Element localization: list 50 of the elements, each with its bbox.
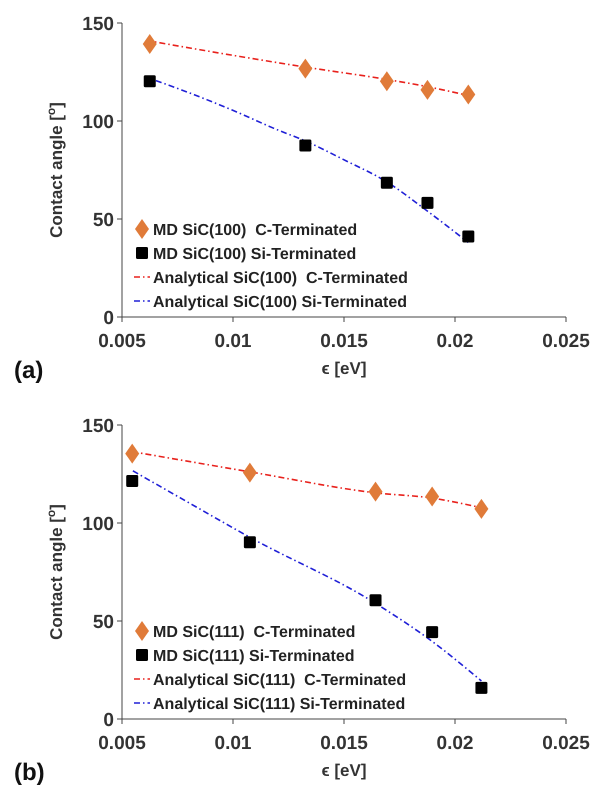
point: [244, 536, 256, 548]
point: [144, 75, 156, 88]
x-tick-label: 0.025: [542, 331, 590, 352]
y-tick-label: 150: [82, 14, 114, 35]
legend-label: Analytical SiC(111) Si-Terminated: [153, 696, 406, 713]
point: [475, 682, 488, 694]
point: [426, 626, 438, 638]
point: [461, 84, 476, 105]
x-tick-label: 0.02: [436, 733, 474, 754]
y-tick-label: 150: [82, 416, 114, 437]
point: [380, 71, 394, 92]
y-tick-label: 50: [92, 210, 114, 231]
y-tick-label: 50: [92, 612, 114, 633]
x-axis-title: ϵ [eV]: [322, 761, 366, 780]
point: [380, 176, 393, 189]
point: [142, 34, 157, 54]
text: (a): [14, 357, 44, 384]
x-axis-title: ϵ [eV]: [322, 359, 366, 378]
point: [125, 444, 140, 464]
point: [368, 482, 383, 502]
y-tick-label: 100: [82, 112, 114, 133]
y-tick-label: 0: [103, 308, 114, 329]
legend-label: MD SiC(100) Si-Terminated: [153, 246, 356, 263]
point: [299, 140, 312, 152]
x-tick-label: 0.02: [436, 331, 474, 352]
x-tick-label: 0.005: [98, 331, 146, 352]
x-tick-label: 0.025: [542, 733, 590, 754]
legend-label: Analytical SiC(100) C-Terminated: [153, 270, 408, 287]
legend-label: Analytical SiC(111) C-Terminated: [153, 672, 406, 689]
x-tick-label: 0.01: [214, 733, 252, 754]
point: [420, 80, 434, 100]
legend-label: MD SiC(100) C-Terminated: [153, 222, 358, 239]
text: (b): [14, 759, 45, 785]
y-tick-label: 0: [103, 710, 114, 731]
x-tick-label: 0.005: [98, 733, 146, 754]
point: [425, 486, 440, 507]
y-tick-label: 100: [82, 514, 114, 535]
point: [474, 498, 488, 519]
point: [370, 594, 382, 606]
legend-label: MD SiC(111) Si-Terminated: [153, 648, 355, 665]
point: [126, 475, 138, 488]
point: [242, 462, 257, 483]
x-tick-label: 0.015: [320, 331, 368, 352]
legend-label: Analytical SiC(100) Si-Terminated: [153, 294, 407, 311]
point: [462, 230, 474, 242]
point: [421, 196, 434, 209]
x-tick-label: 0.015: [320, 733, 368, 754]
legend-label: MD SiC(111) C-Terminated: [153, 624, 356, 641]
x-tick-label: 0.01: [214, 331, 252, 352]
point: [298, 58, 312, 79]
